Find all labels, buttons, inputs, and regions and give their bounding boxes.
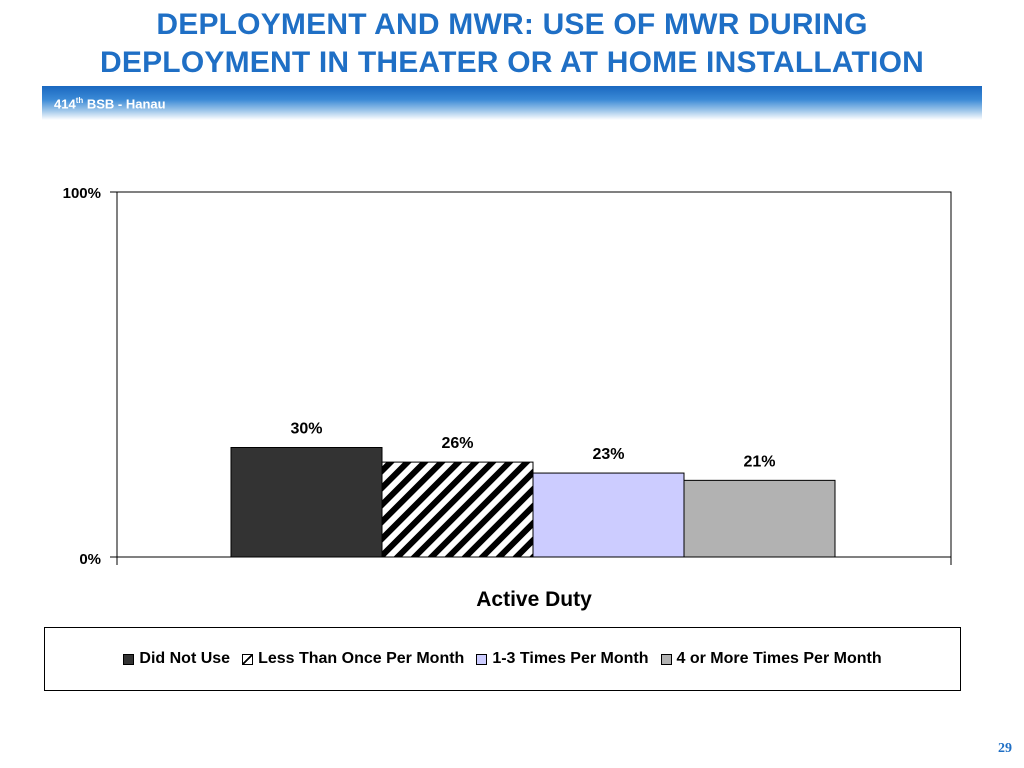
legend-swatch-1-3-times xyxy=(476,653,488,665)
bar-chart: 30% 26% 23% 21% 100% 0% Active Duty xyxy=(63,185,952,611)
y-tick-label-bottom: 0% xyxy=(79,551,101,568)
legend-item-less-than-once: Less Than Once Per Month xyxy=(242,650,464,668)
title-line-1: DEPLOYMENT AND MWR: USE OF MWR DURING xyxy=(156,8,868,41)
legend-swatch-less-than-once xyxy=(242,653,254,665)
legend-swatch-did-not-use xyxy=(123,653,135,665)
bar-data-label: 26% xyxy=(441,435,473,452)
bar-data-label: 30% xyxy=(290,421,322,438)
legend-swatch-4-or-more xyxy=(660,653,672,665)
bar-data-label: 23% xyxy=(592,446,624,463)
subtitle: 414th BSB - Hanau xyxy=(54,96,166,111)
x-axis-label: Active Duty xyxy=(476,588,592,611)
legend-label: 1-3 Times Per Month xyxy=(492,650,649,667)
subtitle-prefix: 414 xyxy=(54,96,76,112)
legend-label: 4 or More Times Per Month xyxy=(676,650,882,667)
bar-did-not-use xyxy=(230,447,383,558)
title-line-2: DEPLOYMENT IN THEATER OR AT HOME INSTALL… xyxy=(100,46,924,79)
legend-label: Did Not Use xyxy=(139,650,231,667)
subtitle-sup: th xyxy=(75,96,84,105)
legend-item-did-not-use: Did Not Use xyxy=(123,650,230,668)
bar-1-3-times-per-month xyxy=(532,472,685,558)
page-number: 29 xyxy=(998,741,1012,756)
y-tick-label-top: 100% xyxy=(63,185,101,202)
legend-item-4-or-more: 4 or More Times Per Month xyxy=(660,650,882,668)
legend-label: Less Than Once Per Month xyxy=(258,650,465,667)
bar-4-or-more-times-per-month xyxy=(683,479,836,558)
legend-item-1-3-times: 1-3 Times Per Month xyxy=(476,650,649,668)
subtitle-suffix: BSB - Hanau xyxy=(83,96,166,112)
chart-legend: Did Not Use Less Than Once Per Month 1-3… xyxy=(44,627,961,691)
bar-data-label: 21% xyxy=(743,453,775,470)
bar-less-than-once-per-month xyxy=(381,461,534,558)
header-band: 414th BSB - Hanau xyxy=(42,86,982,120)
slide-title: DEPLOYMENT AND MWR: USE OF MWR DURING DE… xyxy=(0,6,1024,82)
